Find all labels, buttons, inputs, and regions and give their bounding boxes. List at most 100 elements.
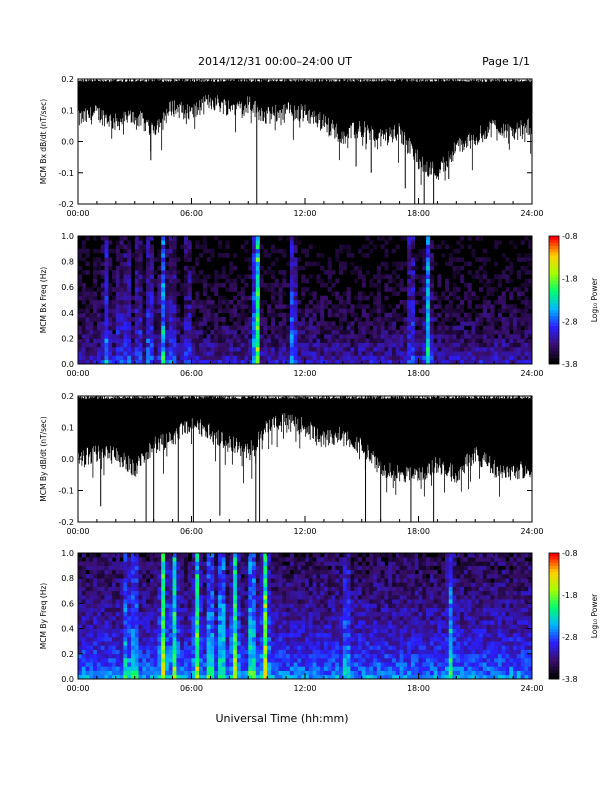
- spectrogram-cell: [119, 308, 124, 314]
- spectrogram-cell: [214, 641, 219, 646]
- spectrogram-cell: [308, 624, 313, 629]
- spectrogram-cell: [199, 637, 204, 642]
- spectrogram-cell: [308, 321, 313, 326]
- spectrogram-cell: [149, 351, 154, 356]
- spectrogram-cell: [259, 666, 264, 671]
- spectrogram-cell: [289, 351, 294, 356]
- spectrogram-cell: [236, 561, 241, 566]
- spectrogram-cell: [119, 338, 124, 343]
- spectrogram-cell: [183, 342, 189, 348]
- spectrogram-cell: [112, 662, 117, 667]
- spectrogram-cell: [187, 257, 192, 262]
- spectrogram-cell: [335, 342, 340, 348]
- spectrogram-cell: [195, 607, 200, 613]
- spectrogram-cell: [217, 595, 223, 600]
- spectrogram-cell: [165, 674, 170, 680]
- spectrogram-cell: [399, 261, 404, 267]
- spectrogram-cell: [221, 553, 226, 558]
- spectrogram-cell: [138, 355, 143, 361]
- spectrogram-cell: [482, 355, 487, 361]
- spectrogram-cell: [316, 278, 321, 284]
- spectrogram-cell: [286, 312, 291, 318]
- spectrogram-cell: [418, 342, 423, 348]
- spectrogram-cell: [297, 611, 302, 617]
- spectrogram-cell: [191, 557, 196, 562]
- spectrogram-cell: [153, 321, 158, 326]
- spectrogram-cell: [278, 351, 283, 356]
- spectrogram-cell: [267, 616, 272, 621]
- spectrogram-cell: [149, 620, 154, 625]
- spectrogram-cell: [134, 244, 139, 250]
- spectrogram-cell: [195, 574, 200, 579]
- spectrogram-cell: [187, 300, 192, 305]
- spectrogram-cell: [339, 355, 344, 361]
- spectrogram-cell: [153, 637, 158, 642]
- spectrogram-cell: [202, 590, 207, 596]
- spectrogram-cell: [180, 329, 185, 335]
- spectrogram-cell: [335, 561, 340, 566]
- spectrogram-cell: [206, 274, 211, 279]
- spectrogram-cell: [282, 253, 287, 258]
- spectrogram-cell: [217, 300, 223, 305]
- spectrogram-cell: [444, 346, 450, 352]
- spectrogram-cell: [161, 270, 166, 275]
- spectrogram-cell: [479, 312, 484, 318]
- spectrogram-cell: [323, 565, 328, 571]
- colorbar-segment: [549, 268, 559, 272]
- spectrogram-cell: [327, 582, 332, 587]
- spectrogram-cell: [346, 321, 351, 326]
- spectrogram-cell: [270, 632, 276, 638]
- spectrogram-cell: [130, 561, 136, 566]
- spectrogram-cell: [312, 658, 317, 663]
- spectrogram-cell: [221, 595, 226, 600]
- spectrogram-cell: [176, 346, 181, 352]
- spectrogram-cell: [452, 342, 457, 348]
- spectrogram-cell: [96, 355, 101, 361]
- spectrogram-cell: [138, 603, 143, 608]
- spectrogram-cell: [354, 346, 359, 352]
- spectrogram-cell: [138, 628, 143, 634]
- spectrogram-cell: [509, 355, 514, 361]
- spectrogram-cell: [263, 637, 268, 642]
- spectrogram-cell: [274, 641, 279, 646]
- spectrogram-cell: [199, 329, 204, 335]
- spectrogram-cell: [289, 578, 294, 583]
- spectrogram-cell: [183, 244, 189, 250]
- spectrogram-cell: [123, 312, 128, 318]
- spectrogram-cell: [165, 658, 170, 663]
- spectrogram-cell: [278, 346, 283, 352]
- spectrogram-cell: [202, 355, 207, 361]
- spectrogram-cell: [157, 557, 162, 562]
- spectrogram-cell: [217, 590, 223, 596]
- spectrogram-cell: [134, 270, 139, 275]
- spectrogram-cell: [138, 565, 143, 571]
- spectrogram-cell: [339, 308, 344, 314]
- spectrogram-cell: [195, 561, 200, 566]
- spectrogram-cell: [112, 278, 117, 284]
- spectrogram-cell: [123, 338, 128, 343]
- spectrogram-cell: [89, 620, 94, 625]
- spectrogram-cell: [323, 624, 328, 629]
- spectrogram-cell: [210, 355, 215, 361]
- spectrogram-cell: [191, 265, 196, 271]
- spectrogram-cell: [221, 321, 226, 326]
- spectrogram-cell: [312, 561, 317, 566]
- spectrogram-cell: [278, 582, 283, 587]
- spectrogram-cell: [161, 569, 166, 575]
- spectrogram-cell: [172, 236, 177, 241]
- spectrogram-cell: [146, 553, 151, 558]
- spectrogram-cell: [240, 295, 245, 301]
- spectrogram-cell: [293, 578, 298, 583]
- colorbar-segment: [549, 300, 559, 304]
- spectrogram-cell: [202, 351, 207, 356]
- spectrogram-cell: [233, 653, 238, 659]
- spectrogram-cell: [252, 244, 257, 250]
- spectrogram-cell: [289, 574, 294, 579]
- spectrogram-cell: [149, 244, 154, 250]
- spectrogram-cell: [233, 329, 238, 335]
- spectrogram-cell: [342, 359, 347, 365]
- spectrogram-cell: [339, 641, 344, 646]
- spectrogram-cell: [191, 304, 196, 309]
- spectrogram-cell: [81, 355, 86, 361]
- spectrogram-cell: [308, 590, 313, 596]
